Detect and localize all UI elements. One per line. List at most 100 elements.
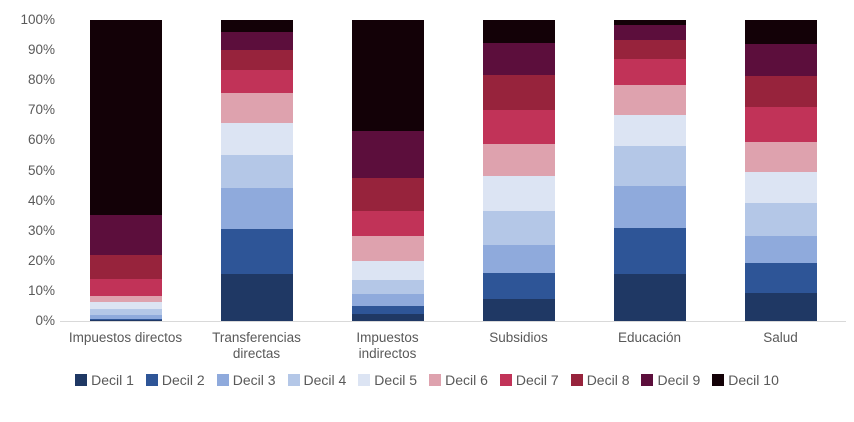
y-tick-label: 90%	[27, 42, 55, 58]
legend-item-decil-2: Decil 2	[145, 371, 205, 389]
legend-swatch-icon	[216, 374, 229, 386]
legend-label: Decil 6	[445, 372, 488, 388]
bar-segment-decil-9	[351, 131, 424, 179]
y-tick-label: 100%	[20, 12, 55, 27]
bar-segment-decil-4	[744, 203, 817, 237]
bar-segment-decil-2	[482, 272, 555, 300]
legend-label: Decil 4	[303, 372, 347, 388]
legend-label: Decil 3	[232, 372, 276, 388]
legend-item-decil-4: Decil 4	[287, 371, 347, 389]
bar-segment-decil-7	[220, 69, 293, 93]
bar-segment-decil-5	[482, 175, 555, 211]
bar-segment-decil-4	[482, 210, 555, 245]
legend-item-decil-9: Decil 9	[641, 371, 700, 389]
bar-segment-decil-10	[744, 20, 817, 45]
legend-label: Decil 9	[657, 372, 701, 388]
y-tick-label: 10%	[27, 282, 55, 298]
legend-label: Decil 5	[374, 372, 418, 388]
legend-swatch-icon	[499, 374, 512, 386]
y-tick-label: 0%	[35, 313, 55, 328]
bar-segment-decil-7	[482, 109, 555, 145]
bar-segment-decil-9	[89, 214, 162, 256]
stacked-bar	[220, 20, 293, 321]
y-axis: 100% 90% 80% 70% 60% 50% 40% 30% 20% 10% 0%	[0, 0, 55, 340]
x-category-label: Impuestos directos	[68, 330, 183, 345]
bar-segment-decil-9	[613, 25, 686, 40]
y-tick-label: 80%	[27, 72, 55, 88]
bar-segment-decil-4	[613, 145, 686, 187]
bar-segment-decil-2	[351, 305, 424, 315]
legend-swatch-icon	[75, 374, 88, 386]
legend: Decil 1 Decil 2 Decil 3 Decil 4 Decil 5 Decil…	[0, 371, 854, 389]
bar-segment-decil-4	[89, 308, 162, 315]
legend-swatch-icon	[429, 374, 442, 386]
bar-segment-decil-7	[351, 211, 424, 237]
bar-slot-6	[715, 20, 846, 321]
bar-segment-decil-6	[220, 92, 293, 123]
bar-slot-2	[191, 20, 322, 321]
x-category-label: Subsidios	[489, 330, 548, 345]
bar-segment-decil-5	[220, 122, 293, 155]
bar-segment-decil-4	[220, 154, 293, 188]
x-axis-baseline	[60, 321, 846, 322]
bar-segment-decil-10	[613, 20, 686, 26]
legend-swatch-icon	[641, 374, 654, 386]
legend-item-decil-8: Decil 8	[570, 371, 630, 389]
legend-swatch-icon	[570, 374, 583, 386]
bar-segment-decil-3	[482, 244, 555, 273]
bar-segment-decil-1	[482, 299, 555, 321]
bar-segment-decil-7	[613, 58, 686, 86]
legend-item-decil-1: Decil 1	[75, 371, 134, 389]
x-category-label: Transferencias directas	[212, 330, 301, 361]
bar-segment-decil-9	[220, 31, 293, 50]
stacked-bar	[89, 20, 162, 321]
legend-label: Decil 7	[515, 372, 559, 388]
bar-segment-decil-8	[613, 39, 686, 59]
bar-segment-decil-5	[744, 172, 817, 204]
x-category-label: Salud	[763, 330, 798, 345]
bar-segment-decil-4	[351, 279, 424, 295]
bar-segment-decil-9	[744, 44, 817, 76]
y-tick-label: 60%	[27, 132, 55, 148]
bar-segment-decil-5	[89, 302, 162, 309]
plot-area	[60, 20, 846, 321]
bar-slot-3	[322, 20, 453, 321]
legend-label: Decil 2	[161, 372, 205, 388]
bar-segment-decil-2	[89, 318, 162, 321]
bar-segment-decil-8	[482, 74, 555, 110]
legend-label: Decil 8	[586, 372, 630, 388]
bar-segment-decil-10	[482, 20, 555, 44]
bar-segment-decil-5	[613, 114, 686, 146]
bar-segment-decil-6	[482, 144, 555, 176]
stacked-bar	[744, 20, 817, 321]
y-tick-label: 30%	[27, 222, 55, 238]
y-tick-label: 20%	[27, 252, 55, 268]
stacked-bar	[351, 20, 424, 321]
stacked-bar	[482, 20, 555, 321]
legend-label: Decil 10	[728, 372, 779, 388]
bar-segment-decil-7	[744, 107, 817, 142]
bar-segment-decil-8	[220, 49, 293, 70]
bar-segment-decil-3	[220, 187, 293, 230]
bar-segment-decil-1	[351, 314, 424, 321]
bar-segment-decil-3	[744, 236, 817, 263]
stacked-bar	[613, 20, 686, 321]
y-tick-label: 50%	[27, 162, 55, 178]
bar-segment-decil-7	[89, 278, 162, 297]
bar-segment-decil-3	[351, 294, 424, 306]
legend-item-decil-10: Decil 10	[712, 371, 779, 389]
legend-swatch-icon	[358, 374, 371, 386]
bar-segment-decil-8	[89, 255, 162, 279]
bar-segment-decil-6	[744, 141, 817, 173]
bar-segment-decil-1	[613, 274, 686, 321]
legend-label: Decil 1	[91, 372, 134, 388]
bar-segment-decil-1	[744, 292, 817, 321]
bar-segment-decil-3	[89, 315, 162, 319]
y-tick-label: 40%	[27, 192, 55, 208]
y-tick-label: 70%	[27, 102, 55, 118]
bar-segment-decil-6	[613, 85, 686, 115]
legend-swatch-icon	[712, 374, 725, 386]
legend-item-decil-5: Decil 5	[358, 371, 417, 389]
bar-segment-decil-10	[351, 20, 424, 132]
